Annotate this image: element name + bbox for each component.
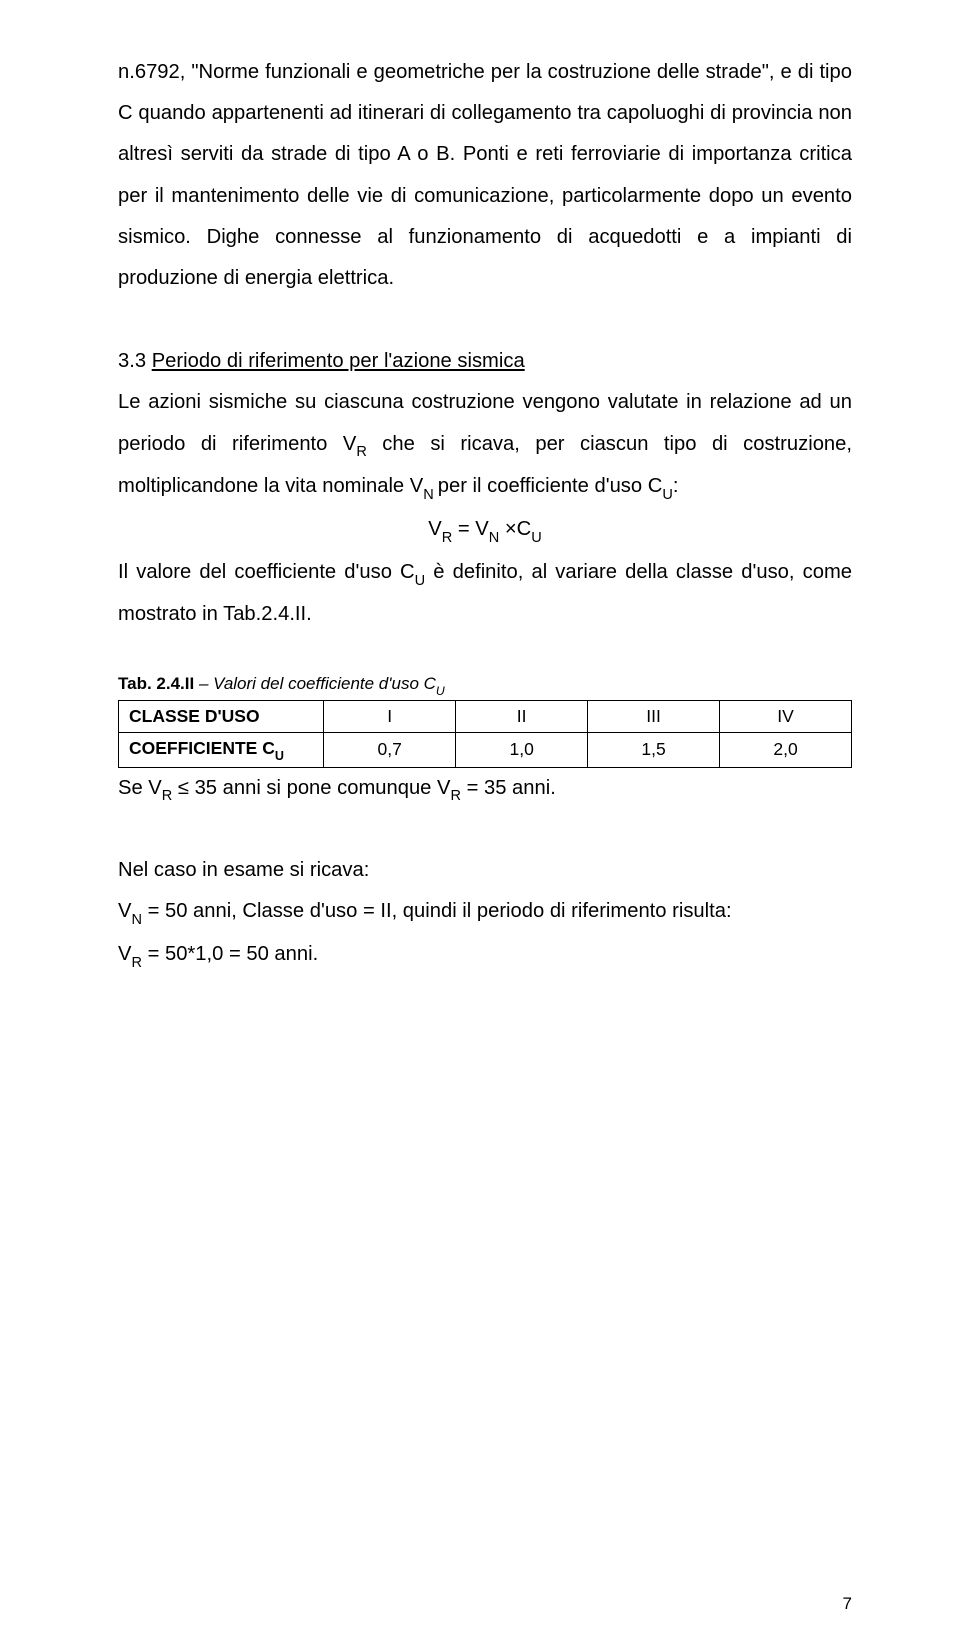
table-cell: 0,7 — [324, 733, 456, 768]
table-cell: IV — [720, 701, 852, 733]
text-fragment: per il coefficiente d'uso C — [438, 475, 663, 497]
equation-vr: VR = VN ×CU — [118, 509, 852, 552]
row-label-coefficient: COEFFICIENTE CU — [119, 733, 324, 768]
row-label-class: CLASSE D'USO — [119, 701, 324, 733]
paragraph-vr-result: VR = 50*1,0 = 50 anni. — [118, 934, 852, 977]
heading-title: Periodo di riferimento per l'azione sism… — [152, 350, 525, 372]
subscript-u: U — [436, 684, 445, 698]
coefficient-table: CLASSE D'USO I II III IV COEFFICIENTE CU… — [118, 700, 852, 768]
paragraph-vn-value: VN = 50 anni, Classe d'uso = II, quindi … — [118, 891, 852, 934]
eq-fragment: = V — [452, 518, 488, 540]
paragraph-vr-min: Se VR ≤ 35 anni si pone comunque VR = 35… — [118, 768, 852, 811]
page-number: 7 — [843, 1594, 852, 1614]
subscript-r: R — [131, 955, 142, 971]
text-fragment: V — [118, 900, 131, 922]
subscript-r: R — [450, 788, 461, 804]
table-cell: 2,0 — [720, 733, 852, 768]
subscript-n: N — [423, 487, 438, 503]
table-cell: III — [588, 701, 720, 733]
table-row: COEFFICIENTE CU 0,7 1,0 1,5 2,0 — [119, 733, 852, 768]
table-cell: I — [324, 701, 456, 733]
subscript-u: U — [531, 530, 542, 546]
table-cell: 1,0 — [456, 733, 588, 768]
caption-label: Tab. 2.4.II — [118, 674, 194, 693]
eq-fragment: V — [428, 518, 441, 540]
text-fragment: ≤ 35 anni si pone comunque V — [172, 777, 450, 799]
text-fragment: Il valore del coefficiente d'uso C — [118, 561, 415, 583]
heading-number: 3.3 — [118, 350, 152, 372]
table-row: CLASSE D'USO I II III IV — [119, 701, 852, 733]
subscript-n: N — [489, 530, 500, 546]
paragraph-coefficient-def: Il valore del coefficiente d'uso CU è de… — [118, 552, 852, 636]
text-fragment: = 50 anni, Classe d'uso = II, quindi il … — [142, 900, 732, 922]
table-caption: Tab. 2.4.II – Valori del coefficiente d'… — [118, 674, 852, 696]
subscript-u: U — [415, 573, 426, 589]
subscript-n: N — [131, 912, 142, 928]
caption-text: – Valori del coefficiente d'uso C — [194, 674, 436, 693]
text-fragment: Se V — [118, 777, 162, 799]
text-fragment: : — [673, 475, 679, 497]
label-fragment: COEFFICIENTE C — [129, 738, 275, 758]
section-heading-3-3: 3.3 Periodo di riferimento per l'azione … — [118, 341, 852, 382]
text-fragment: = 35 anni. — [461, 777, 556, 799]
subscript-r: R — [356, 444, 367, 460]
paragraph-seismic-actions: Le azioni sismiche su ciascuna costruzio… — [118, 382, 852, 509]
subscript-r: R — [442, 530, 453, 546]
text-fragment: = 50*1,0 = 50 anni. — [142, 943, 318, 965]
text-fragment: V — [118, 943, 131, 965]
subscript-r: R — [162, 788, 173, 804]
table-cell: 1,5 — [588, 733, 720, 768]
eq-fragment: ×C — [499, 518, 531, 540]
document-page: n.6792, "Norme funzionali e geometriche … — [0, 0, 960, 1648]
subscript-u: U — [662, 487, 673, 503]
paragraph-intro: n.6792, "Norme funzionali e geometriche … — [118, 52, 852, 299]
subscript-u: U — [275, 749, 284, 763]
paragraph-case-intro: Nel caso in esame si ricava: — [118, 850, 852, 891]
table-cell: II — [456, 701, 588, 733]
